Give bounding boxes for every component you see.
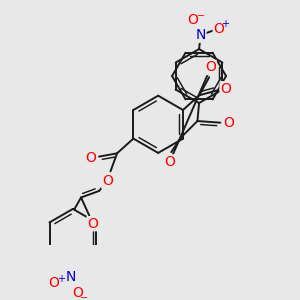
Text: O: O [213,22,224,36]
Text: O: O [102,174,113,188]
Text: O: O [85,151,96,165]
Text: O: O [48,276,59,290]
Text: N: N [196,28,206,42]
Text: −: − [80,293,88,300]
Text: O: O [205,61,216,74]
Text: N: N [66,270,76,284]
Text: O: O [220,82,231,96]
Text: +: + [57,274,65,284]
Text: O: O [223,116,234,130]
Text: O: O [187,14,198,27]
Text: −: − [196,11,205,20]
Text: O: O [87,217,98,231]
Text: O: O [164,155,175,169]
Text: O: O [72,286,83,300]
Text: +: + [221,19,229,29]
